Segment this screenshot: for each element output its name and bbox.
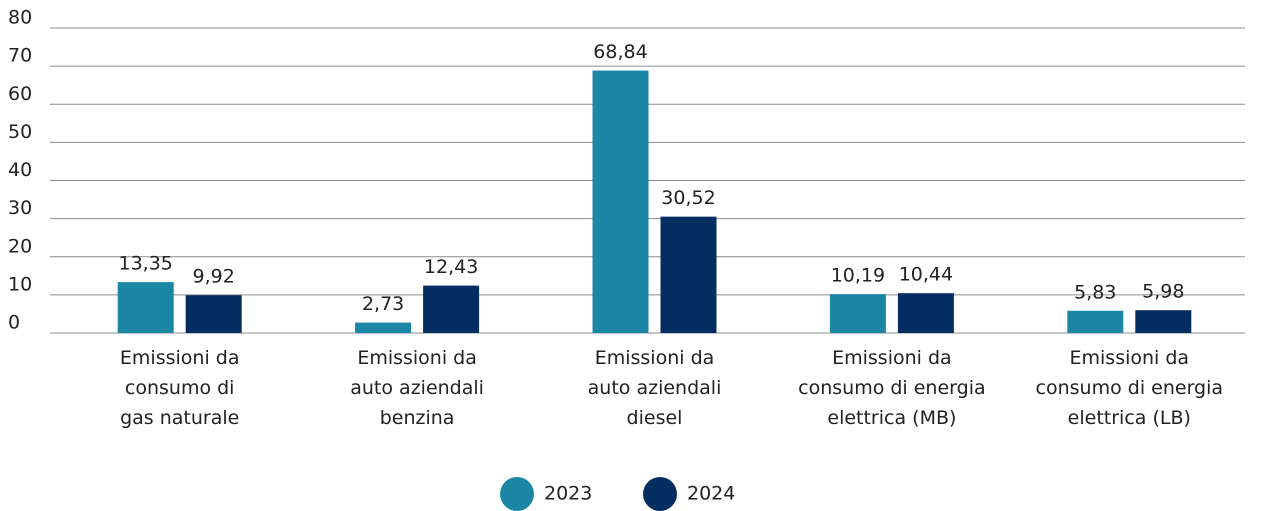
bar [118,282,174,333]
chart-svg: 0 10 20 30 40 50 60 70 80 13,35 9,92 2,73 12,43 68,84… [0,0,1264,511]
bar [898,293,954,333]
x-tick-label: Emissioni da auto aziendali benzina [299,343,535,433]
legend-label: 2023 [544,483,592,505]
bar [355,323,411,333]
y-tick-label: 60 [8,83,32,105]
value-label: 12,43 [424,256,478,278]
legend-label: 2024 [687,483,735,505]
chart: 0 10 20 30 40 50 60 70 80 13,35 9,92 2,73 12,43 68,84… [0,0,1264,511]
legend-marker [643,477,677,511]
y-tick-label: 40 [8,159,32,181]
value-label: 5,98 [1142,281,1184,303]
y-tick-label: 70 [8,45,32,67]
y-tick-label: 50 [8,121,32,143]
value-label: 10,44 [899,264,953,286]
value-label: 10,19 [831,265,885,287]
bar [1135,310,1191,333]
y-tick-label: 20 [8,235,32,257]
value-label: 5,83 [1074,281,1116,303]
y-tick-label: 30 [8,197,32,219]
value-label: 2,73 [362,293,404,315]
x-tick-label: Emissioni da consumo di gas naturale [62,343,298,433]
bar [593,71,649,333]
bar [1067,311,1123,333]
y-tick-label: 10 [8,273,32,295]
bar [186,295,242,333]
value-label: 30,52 [661,187,715,209]
y-tick-label: 80 [8,7,32,29]
bar [423,286,479,333]
x-tick-label: Emissioni da auto aziendali diesel [537,343,773,433]
bar [830,294,886,333]
x-tick-label: Emissioni da consumo di energia elettric… [774,343,1010,433]
legend-marker [500,477,534,511]
value-label: 13,35 [118,253,172,275]
y-tick-label: 0 [8,312,20,334]
value-label: 68,84 [593,41,647,63]
value-label: 9,92 [193,266,235,288]
bar [661,217,717,333]
x-tick-label: Emissioni da consumo di energia elettric… [1011,343,1247,433]
